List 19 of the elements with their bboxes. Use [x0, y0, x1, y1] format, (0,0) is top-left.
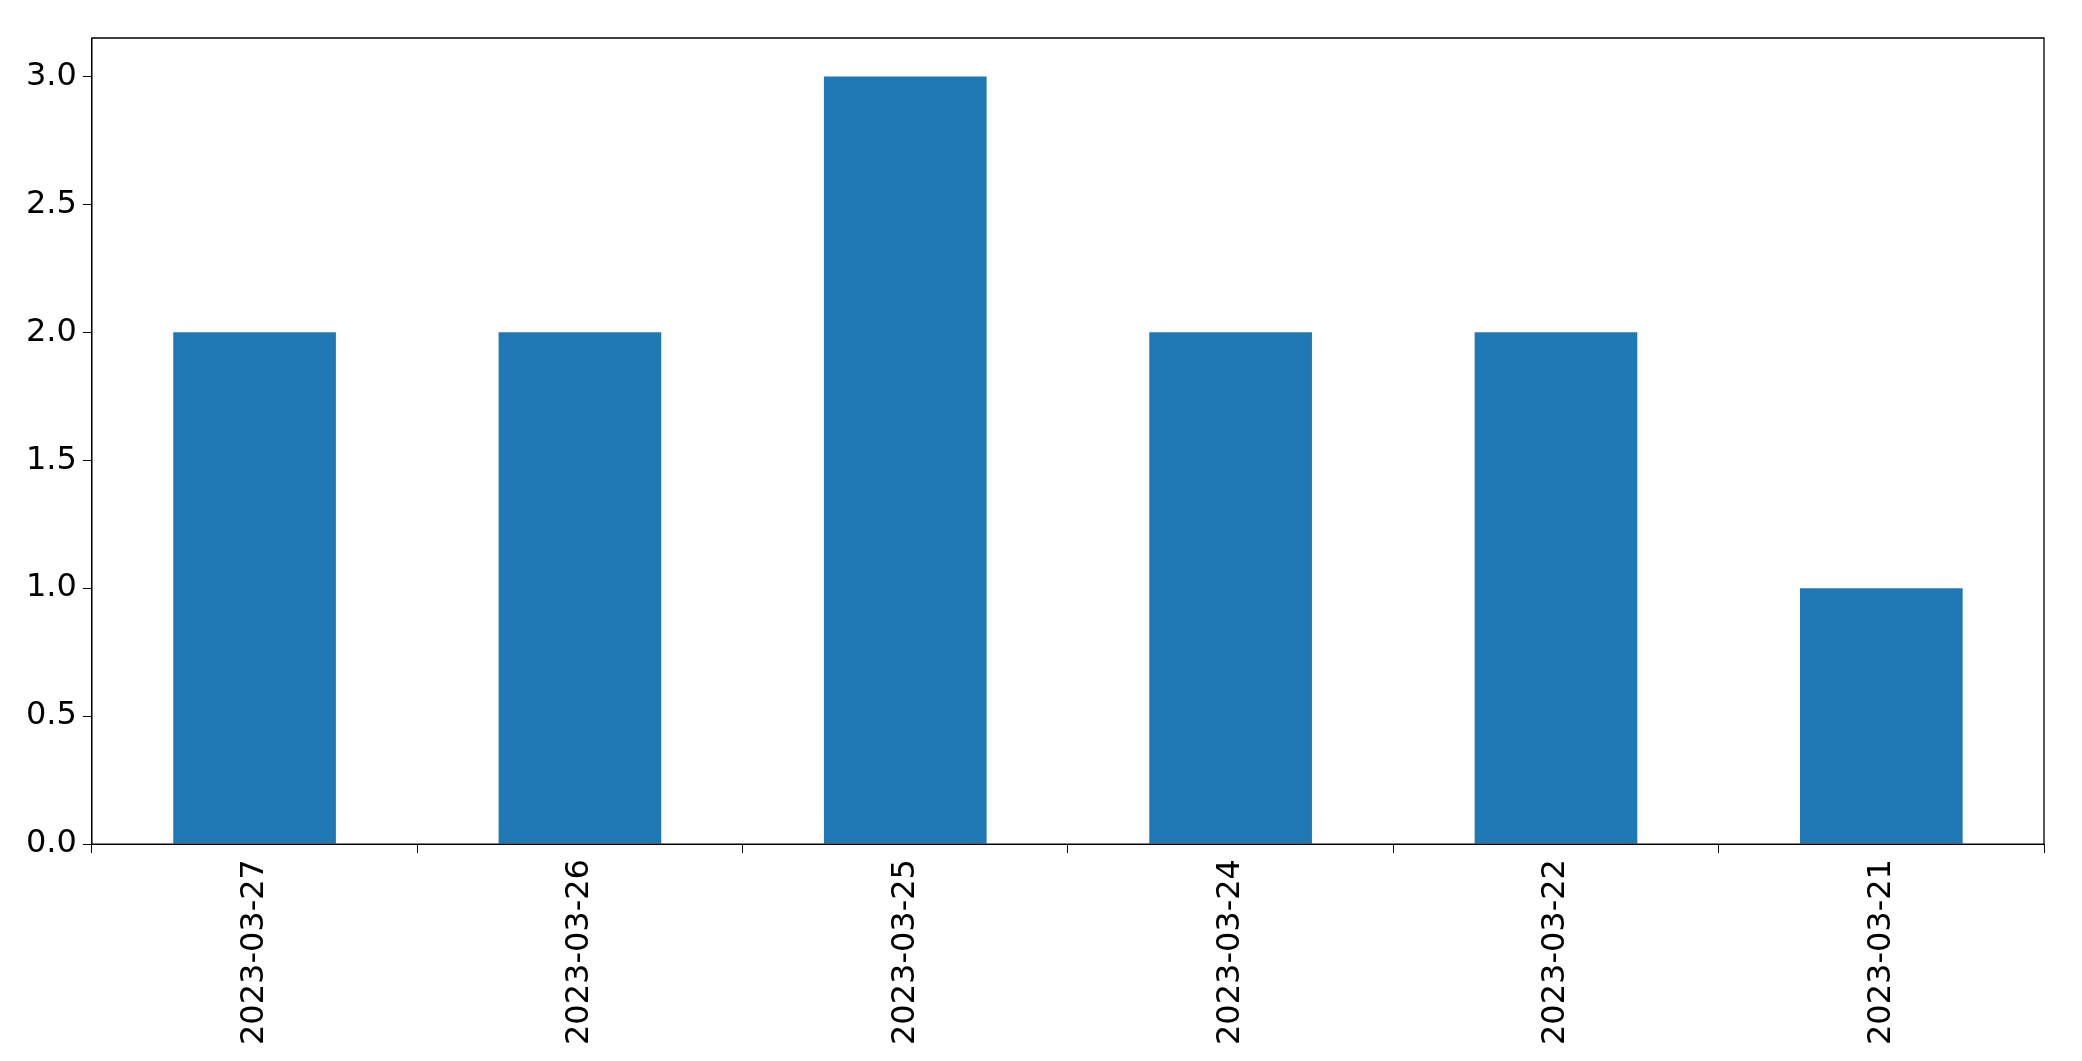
bar — [1799, 588, 1963, 844]
bar — [173, 332, 336, 844]
y-tick-label: 2.5 — [26, 182, 77, 221]
y-tick-label: 1.5 — [26, 438, 77, 477]
bar — [1149, 332, 1312, 844]
x-tick-label: 2023-03-25 — [883, 859, 922, 1045]
x-tick-label: 2023-03-24 — [1208, 859, 1247, 1045]
y-tick-label: 3.0 — [26, 54, 77, 93]
y-tick-label: 1.0 — [26, 566, 77, 605]
x-tick-label: 2023-03-22 — [1534, 859, 1573, 1045]
y-tick-label: 0.5 — [26, 694, 77, 733]
x-tick-label: 2023-03-21 — [1859, 859, 1898, 1045]
y-tick-label: 2.0 — [26, 310, 77, 349]
bar — [823, 76, 987, 844]
x-tick-label: 2023-03-27 — [232, 859, 271, 1045]
x-tick-label: 2023-03-26 — [558, 859, 597, 1045]
bar — [498, 332, 662, 844]
bar — [1474, 332, 1638, 844]
y-tick-label: 0.0 — [26, 822, 77, 861]
